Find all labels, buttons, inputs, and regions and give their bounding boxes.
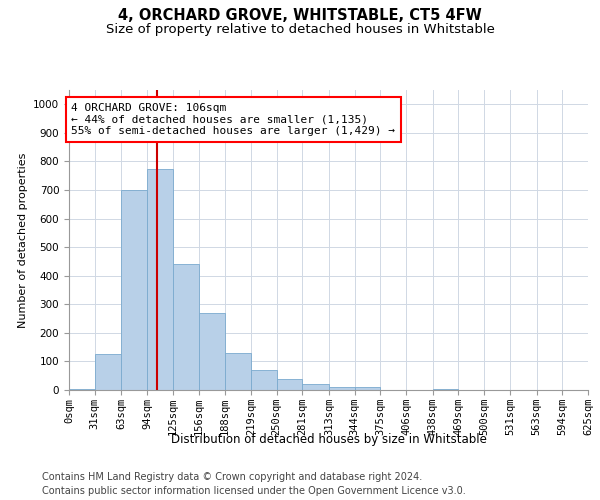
Bar	[121, 190, 147, 390]
Bar	[147, 168, 173, 390]
Bar	[355, 387, 380, 390]
Bar	[95, 354, 121, 390]
Bar	[173, 264, 199, 390]
Bar	[69, 388, 95, 390]
Bar	[302, 384, 329, 390]
Bar	[225, 353, 251, 390]
Bar	[433, 388, 458, 390]
Text: Contains HM Land Registry data © Crown copyright and database right 2024.
Contai: Contains HM Land Registry data © Crown c…	[42, 472, 466, 496]
Bar	[251, 370, 277, 390]
Bar	[329, 386, 355, 390]
Bar	[277, 379, 302, 390]
Bar	[199, 313, 225, 390]
Text: 4 ORCHARD GROVE: 106sqm
← 44% of detached houses are smaller (1,135)
55% of semi: 4 ORCHARD GROVE: 106sqm ← 44% of detache…	[71, 103, 395, 136]
Y-axis label: Number of detached properties: Number of detached properties	[17, 152, 28, 328]
Text: Size of property relative to detached houses in Whitstable: Size of property relative to detached ho…	[106, 22, 494, 36]
Text: 4, ORCHARD GROVE, WHITSTABLE, CT5 4FW: 4, ORCHARD GROVE, WHITSTABLE, CT5 4FW	[118, 8, 482, 22]
Text: Distribution of detached houses by size in Whitstable: Distribution of detached houses by size …	[171, 432, 487, 446]
